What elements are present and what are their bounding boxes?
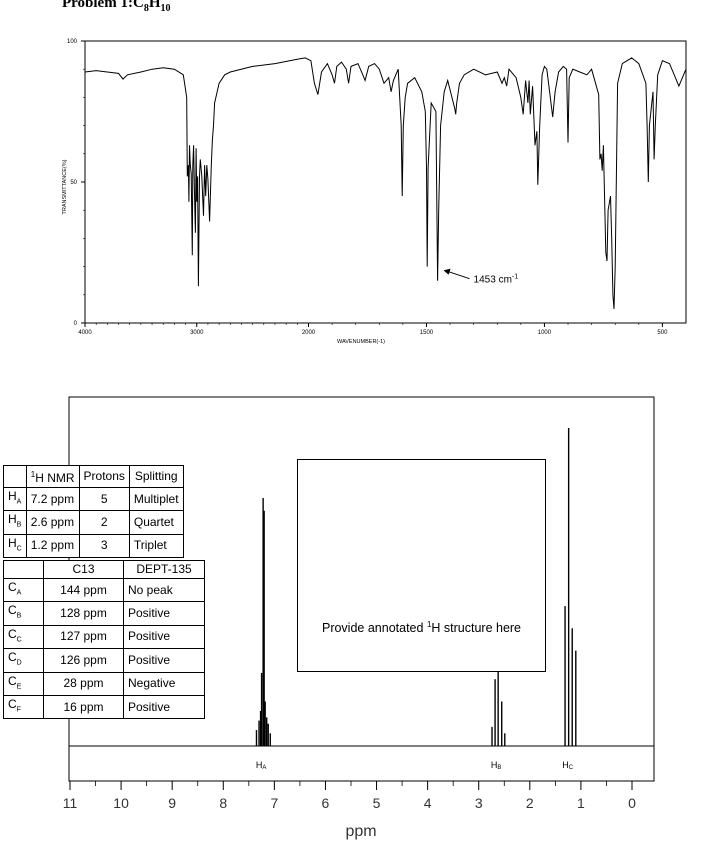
header-empty [3,465,27,488]
table-row: CE 28 ppm Negative [3,671,205,696]
row-label: CE [3,671,44,696]
splitting-cell: Triplet [128,533,184,559]
row-label: CA [3,577,44,603]
nmr-x-tick-label: 1 [577,795,585,811]
table-row: CD 126 ppm Positive [3,648,205,673]
row-label: CB [3,601,44,626]
ir-spectrum-chart: 4000 3000 2000 1500 1000 500 0 50 100 WAVENUMBER(… [62,39,687,345]
dept-cell: Positive [123,601,205,626]
header-empty [3,560,44,579]
row-label: CD [3,648,44,673]
table-row: CF 16 ppm Positive [3,694,205,720]
shift-cell: 128 ppm [43,601,124,626]
nmr-x-tick-label: 6 [322,795,330,811]
ir-x-tick-label: 1500 [420,330,434,336]
table-row: CB 128 ppm Positive [3,601,205,626]
ir-x-tick-label: 3000 [190,330,204,336]
nmr-x-tick-label: 10 [113,795,129,811]
table-row: CC 127 ppm Positive [3,624,205,650]
nmr-x-tick-label: 7 [270,795,278,811]
ir-y-tick-label: 0 [74,321,78,327]
protons-cell: 3 [78,533,130,559]
header-dept: DEPT-135 [123,560,205,579]
nmr-peak-label: HA [256,760,267,771]
nmr-x-axis-label: ppm [345,823,376,840]
nmr-x-tick-label: 0 [628,795,636,811]
row-label: CF [3,694,44,720]
ir-annotation-arrow [445,270,470,280]
dept-cell: Negative [123,671,205,696]
nmr-x-tick-label: 4 [424,795,432,811]
nmr-x-tick-label: 8 [219,795,227,811]
shift-cell: 144 ppm [43,577,124,603]
ir-x-tick-label: 2000 [302,330,316,336]
shift-cell: 7.2 ppm [25,486,80,512]
structure-prompt: Provide annotated 1H structure here [321,620,522,636]
splitting-cell: Multiplet [128,486,184,512]
nmr-x-tick-label: 9 [168,795,176,811]
protons-cell: 2 [78,510,130,535]
nmr-x-tick-label: 5 [373,795,381,811]
header-c13: C13 [43,560,124,579]
table-row: HB 2.6 ppm 2 Quartet [3,510,184,535]
nmr-peak-label: HC [562,760,574,771]
ir-y-tick-label: 50 [70,180,77,186]
c13-table: C13 DEPT-135 CA 144 ppm No peak CB 128 ppm Posi… [3,560,205,720]
nmr-x-tick-label: 11 [63,795,78,811]
splitting-cell: Quartet [128,510,184,535]
table-row: HA 7.2 ppm 5 Multiplet [3,486,184,512]
ir-spectrum-line [84,57,687,309]
header-h-nmr: 1H NMR [25,465,80,488]
dept-cell: Positive [123,648,205,673]
row-label: HB [3,510,27,535]
row-label: CC [3,624,44,650]
protons-cell: 5 [78,486,130,512]
ir-x-axis-label: WAVENUMBER(-1) [337,339,385,345]
row-label: HC [3,533,27,559]
nmr-peak-label: HB [491,760,502,771]
table-row: CA 144 ppm No peak [3,577,205,603]
shift-cell: 2.6 ppm [25,510,80,535]
shift-cell: 127 ppm [43,624,124,650]
ir-annotation-arrowhead [443,268,451,275]
ir-annotation-label: 1453 cm-1 [474,274,519,286]
shift-cell: 126 ppm [43,648,124,673]
table-row: HC 1.2 ppm 3 Triplet [3,533,184,559]
nmr-x-tick-label: 3 [475,795,483,811]
row-label: HA [3,486,27,512]
shift-cell: 1.2 ppm [25,533,80,559]
ir-y-axis-label: TRANSMITTANCE(%) [62,159,68,214]
h-nmr-table: 1H NMR Protons Splitting HA 7.2 ppm 5 Multiple… [3,465,184,559]
dept-cell: Positive [123,624,205,650]
ir-x-tick-label: 1000 [538,330,552,336]
shift-cell: 16 ppm [43,694,124,720]
ir-y-tick-label: 100 [67,39,78,45]
dept-cell: No peak [123,577,205,603]
ir-x-tick-label: 4000 [78,330,92,336]
header-protons: Protons [78,465,130,488]
nmr-x-tick-label: 2 [526,795,534,811]
problem-title: Problem 1:C8H10 [62,0,171,14]
structure-answer-box[interactable]: Provide annotated 1H structure here [297,459,546,672]
shift-cell: 28 ppm [43,671,124,696]
header-splitting: Splitting [128,465,184,488]
dept-cell: Positive [123,694,205,720]
ir-x-tick-label: 500 [657,330,668,336]
